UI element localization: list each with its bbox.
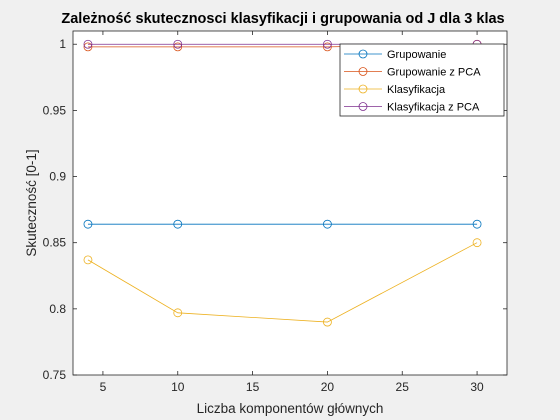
data-point (472, 219, 482, 229)
legend-entry: Grupowanie (344, 49, 446, 61)
x-tick-label: 15 (246, 380, 260, 394)
legend-entry: Grupowanie z PCA (344, 67, 481, 79)
legend-marker (358, 102, 368, 111)
series-2 (83, 238, 482, 327)
legend: Grupowanie Grupowanie z PCA Klasyfikacja Kl… (339, 43, 505, 117)
data-point (83, 39, 93, 49)
x-tick-label: 30 (470, 380, 484, 394)
x-tick-label: 10 (171, 380, 185, 394)
x-tick-label: 25 (396, 380, 410, 394)
data-point (83, 219, 93, 229)
data-point (173, 308, 183, 318)
data-point (323, 42, 332, 52)
y-tick-label: 0.9 (49, 170, 66, 184)
y-axis-label: Skuteczność [0-1] (24, 149, 39, 256)
data-point (83, 42, 93, 52)
x-tick-label: 5 (100, 380, 107, 394)
y-tick-label: 1 (59, 37, 66, 51)
legend-label: Grupowanie z PCA (387, 67, 481, 79)
data-point (323, 317, 332, 327)
y-tick-label: 0.8 (49, 302, 66, 316)
legend-entry: Klasyfikacja z PCA (344, 102, 480, 114)
data-point (472, 238, 482, 248)
data-point (323, 219, 332, 229)
series-0 (83, 219, 482, 229)
legend-label: Klasyfikacja z PCA (387, 102, 480, 114)
legend-entry: Klasyfikacja (344, 84, 446, 96)
data-point (173, 219, 183, 229)
data-point (173, 39, 183, 49)
x-tick-label: 20 (321, 380, 335, 394)
legend-marker (358, 84, 368, 94)
data-point (323, 39, 332, 49)
legend-marker (358, 67, 368, 76)
data-point (83, 255, 93, 265)
legend-marker (358, 49, 368, 59)
chart-title: Zależność skutecznosci klasyfikacji i gr… (61, 11, 504, 27)
legend-label: Grupowanie (387, 49, 446, 61)
tick-layer: 5 10 15 20 25 30 0.75 0.8 0.85 0.9 0.95 1 (43, 31, 507, 394)
series-line (87, 242, 478, 323)
legend-box (339, 43, 505, 117)
y-tick-label: 0.95 (43, 103, 67, 117)
y-tick-label: 0.85 (43, 236, 67, 250)
plot-frame (72, 30, 508, 376)
data-point (173, 42, 183, 52)
y-tick-label: 0.75 (43, 368, 67, 382)
x-axis-label: Liczba komponentów głównych (197, 401, 384, 416)
legend-label: Klasyfikacja (387, 84, 446, 96)
